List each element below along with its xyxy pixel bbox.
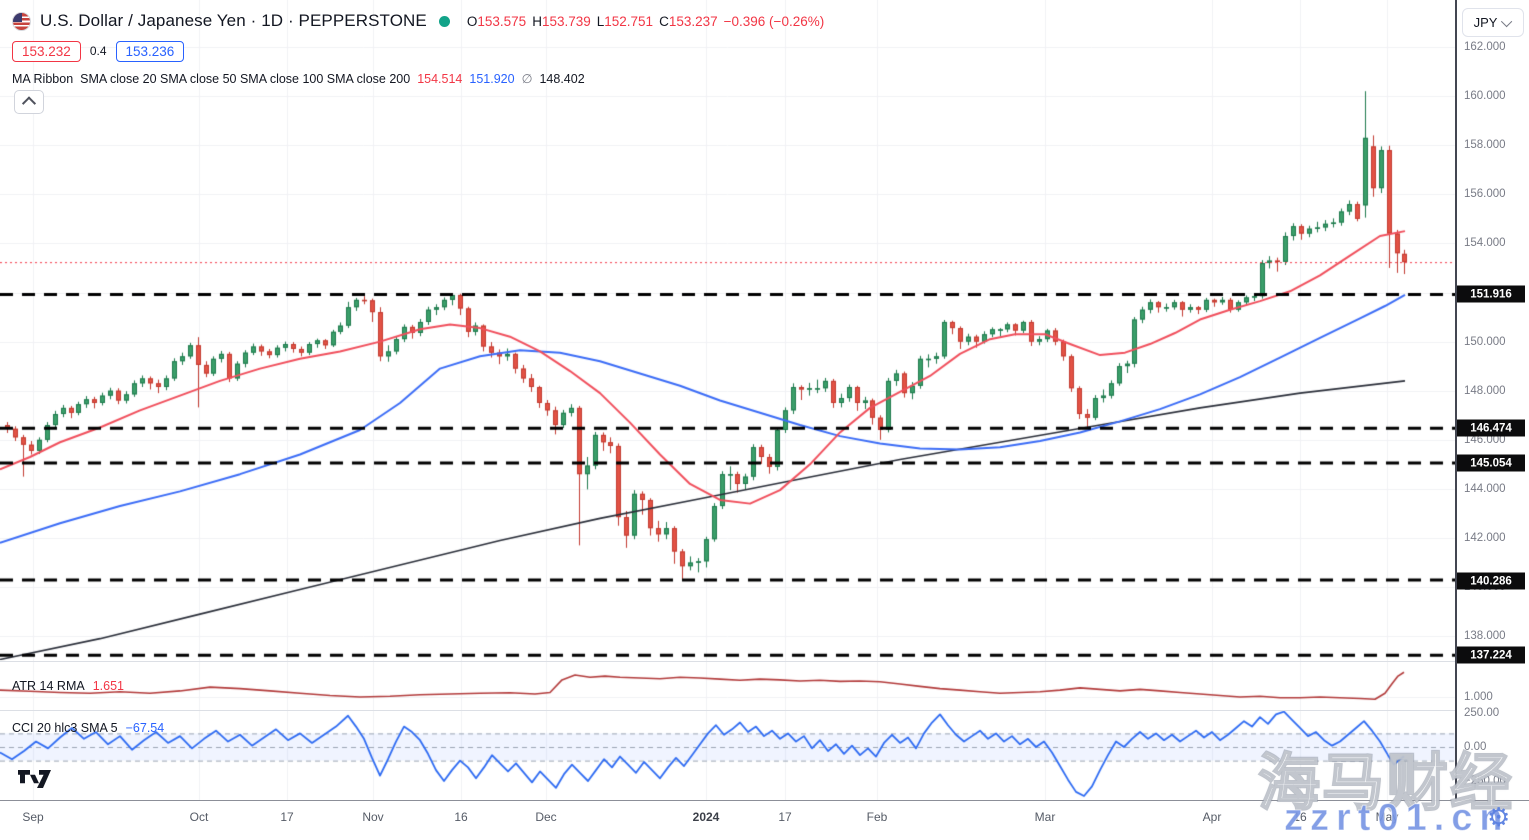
bid-button[interactable]: 153.232 (12, 40, 81, 62)
ma-ribbon-params: SMA close 20 SMA close 50 SMA close 100 … (80, 71, 411, 86)
price-level-label: 145.054 (1457, 454, 1525, 472)
sma20-value: 154.514 (417, 71, 463, 86)
price-level-label: 137.224 (1457, 646, 1525, 664)
open-label: O (466, 13, 478, 29)
bid-ask-row: 153.232 0.4 153.236 (12, 40, 824, 62)
cci-tick-label: −250.00 (1464, 775, 1506, 787)
pane-separator-cci[interactable] (0, 710, 1455, 711)
price-tick-label: 144.000 (1464, 483, 1506, 495)
price-tick-label: 150.000 (1464, 336, 1506, 348)
time-axis-label: Nov (362, 810, 384, 824)
price-tick-label: 154.000 (1464, 237, 1506, 249)
change-value: −0.396 (−0.26%) (723, 13, 825, 29)
ohlc-values: O153.575 H153.739 L152.751 C153.237 −0.3… (467, 14, 824, 29)
time-axis-label: May (1375, 810, 1399, 824)
close-value: 153.237 (668, 13, 718, 29)
atr-value: 1.651 (92, 679, 124, 693)
time-axis-label: Mar (1034, 810, 1056, 824)
ma-ribbon-legend[interactable]: MA Ribbon SMA close 20 SMA close 50 SMA … (12, 71, 824, 87)
time-axis-label: 16 (454, 810, 468, 824)
price-tick-label: 160.000 (1464, 90, 1506, 102)
watermark-text-cjk: 海马财经 (1257, 745, 1515, 820)
us-flag-icon (12, 11, 31, 31)
cci-legend[interactable]: CCI 20 hlc3 SMA 5 −67.54 (12, 721, 164, 735)
sma50-value: 151.920 (469, 71, 515, 86)
low-label: L (596, 13, 605, 29)
price-axis-border (1455, 0, 1457, 800)
price-level-label: 140.286 (1457, 572, 1525, 590)
collapse-pane-button[interactable] (14, 90, 44, 114)
sma100-null-symbol: ∅ (521, 72, 533, 86)
watermark-text-site: zzrt01.cn (1284, 797, 1510, 840)
ma-ribbon-name: MA Ribbon (12, 71, 74, 86)
cci-value: −67.54 (125, 721, 165, 735)
time-axis-label: Apr (1202, 810, 1222, 824)
time-axis-label: 16 (1293, 810, 1307, 824)
time-axis-label: Feb (866, 810, 888, 824)
time-axis-label: Oct (189, 810, 209, 824)
close-label: C (659, 13, 669, 29)
price-tick-label: 158.000 (1464, 139, 1506, 151)
atr-tick-label: 1.000 (1464, 691, 1493, 703)
spread-value: 0.4 (89, 44, 107, 58)
price-tick-label: 138.000 (1464, 630, 1506, 642)
cci-tick-label: 0.00 (1464, 741, 1487, 753)
time-axis-label: 17 (280, 810, 294, 824)
cci-tick-label: 250.00 (1464, 707, 1500, 719)
price-level-label: 146.474 (1457, 419, 1525, 437)
price-tick-label: 156.000 (1464, 188, 1506, 200)
time-axis-label: 2024 (692, 810, 720, 824)
time-axis[interactable]: Sep Oct 17 Nov 16 Dec 2024 17 Feb Mar Apr 16 May (0, 800, 1529, 837)
chevron-up-icon (21, 96, 37, 111)
price-tick-label: 142.000 (1464, 532, 1506, 544)
symbol-title[interactable]: U.S. Dollar / Japanese Yen · 1D · PEPPER… (40, 11, 427, 30)
chevron-down-icon (1501, 15, 1513, 27)
pane-separator-atr[interactable] (0, 661, 1455, 662)
atr-legend[interactable]: ATR 14 RMA 1.651 (12, 679, 124, 693)
currency-label: JPY (1473, 15, 1498, 30)
chart-legend: U.S. Dollar / Japanese Yen · 1D · PEPPER… (12, 10, 824, 86)
sma200-value: 148.402 (539, 71, 585, 86)
low-value: 152.751 (604, 13, 654, 29)
time-axis-label: Sep (22, 810, 44, 824)
price-tick-label: 148.000 (1464, 385, 1506, 397)
symbol-row: U.S. Dollar / Japanese Yen · 1D · PEPPER… (12, 10, 824, 32)
price-axis[interactable]: 162.000160.000158.000156.000154.000152.0… (1456, 0, 1529, 800)
currency-selector-button[interactable]: JPY (1462, 8, 1524, 37)
high-value: 153.739 (541, 13, 591, 29)
market-status-dot-icon (438, 15, 450, 27)
atr-label: ATR 14 RMA (12, 679, 85, 693)
price-tick-label: 146.000 (1464, 434, 1506, 446)
time-axis-label: 17 (778, 810, 792, 824)
price-tick-label: 162.000 (1464, 41, 1506, 53)
ask-button[interactable]: 153.236 (115, 40, 185, 62)
price-level-label: 151.916 (1457, 285, 1525, 303)
tradingview-logo-icon[interactable] (18, 770, 51, 794)
time-axis-label: Dec (535, 810, 557, 824)
cci-label: CCI 20 hlc3 SMA 5 (12, 721, 118, 735)
open-value: 153.575 (477, 13, 527, 29)
watermark-gear-icon: ⚙ (1487, 802, 1511, 832)
high-label: H (532, 13, 542, 29)
